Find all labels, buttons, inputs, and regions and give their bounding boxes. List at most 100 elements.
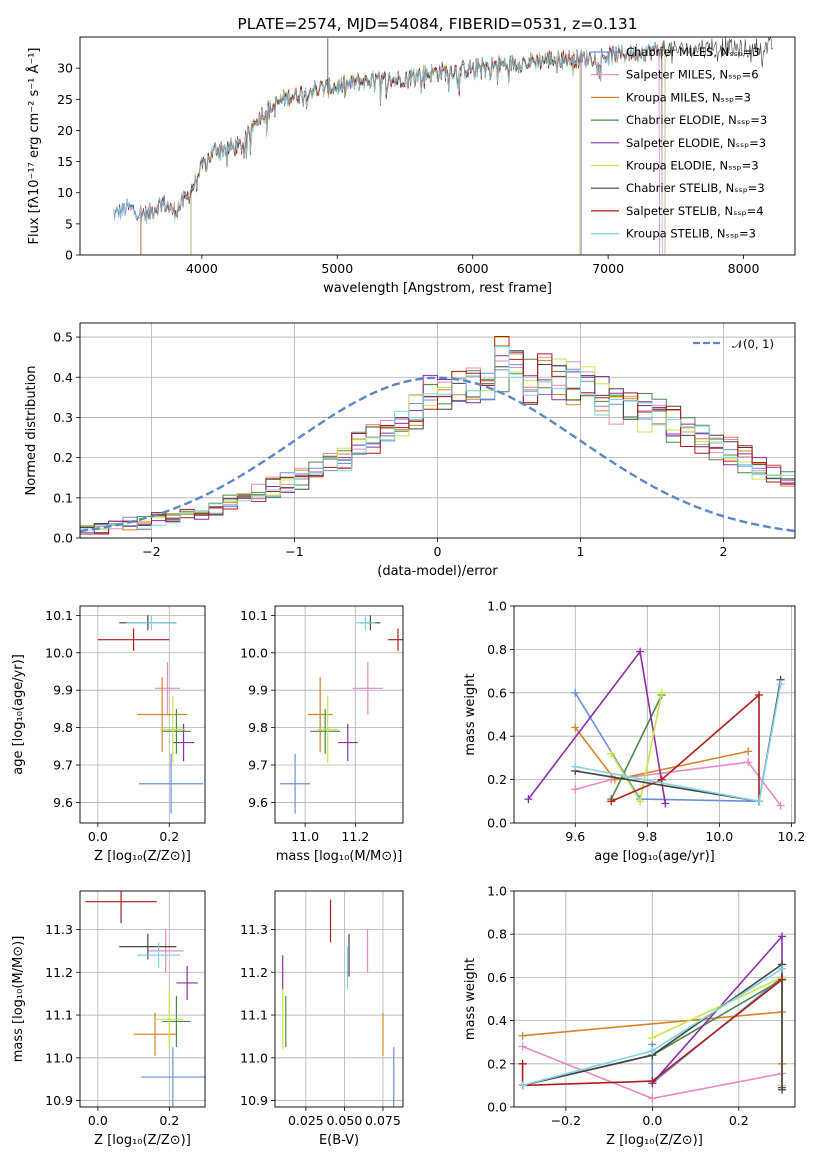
x-axis-label: E(B-V) <box>319 1133 359 1148</box>
y-tick-label: 0.4 <box>53 370 73 385</box>
y-tick-label: 10.9 <box>240 1093 268 1108</box>
weight-marker-chabrier_stelib <box>778 1085 787 1094</box>
normal-reference-curve <box>80 376 795 533</box>
weight-line-chabrier_stelib <box>575 679 782 803</box>
y-tick-label: 11.1 <box>45 1008 73 1023</box>
plot-area <box>85 891 205 1107</box>
x-tick-label: 0.2 <box>729 1113 749 1128</box>
weight-marker-chabrier_miles <box>571 688 580 697</box>
histogram-salpeter_miles <box>80 356 795 530</box>
y-tick-label: 15 <box>57 154 73 169</box>
y-tick-label: 10 <box>57 185 73 200</box>
axes-frame <box>79 36 796 256</box>
histogram-chabrier_stelib <box>80 350 795 528</box>
y-axis-label: Normed distribution <box>24 366 39 496</box>
y-tick-label: 0.1 <box>53 490 73 505</box>
y-tick-label: 9.7 <box>53 758 73 773</box>
weight-line-salpeter_miles <box>574 761 782 807</box>
histogram-salpeter_elodie <box>80 351 795 534</box>
weight-marker-kroupa_elodie <box>607 749 616 758</box>
y-tick-label: 0.4 <box>487 729 507 744</box>
x-tick-label: 0.0 <box>642 1113 662 1128</box>
x-tick-label: 8000 <box>728 261 760 276</box>
y-axis-label: Flux [fλ10⁻¹⁷ erg cm⁻² s⁻¹ Å⁻¹] <box>26 48 42 245</box>
y-tick-label: 9.9 <box>53 683 73 698</box>
legend-entry-7: Salpeter STELIB, Nₛₛₚ=4 <box>626 204 764 218</box>
weight-marker-salpeter_miles <box>518 1042 527 1051</box>
weight-marker-salpeter_stelib <box>778 975 787 984</box>
y-tick-label: 9.6 <box>53 795 73 810</box>
weight-marker-salpeter_miles <box>744 758 753 767</box>
weight-marker-salpeter_miles <box>776 801 785 810</box>
legend-entry-1: Salpeter MILES, Nₛₛₚ=6 <box>626 68 759 82</box>
axes-frame <box>274 890 404 1108</box>
y-tick-label: 0.5 <box>53 330 73 345</box>
axes-frame <box>79 322 796 539</box>
y-tick-label: 0.8 <box>487 642 507 657</box>
legend-entry-2: Kroupa MILES, Nₛₛₚ=3 <box>626 90 751 104</box>
plot-area <box>282 899 395 1107</box>
x-tick-label: 0.025 <box>288 1113 324 1128</box>
x-tick-label: 0.0 <box>88 1113 108 1128</box>
y-tick-label: 10.9 <box>45 1093 73 1108</box>
y-tick-label: 10.1 <box>45 608 73 623</box>
x-tick-label: 5000 <box>321 261 353 276</box>
weight-marker-kroupa_miles <box>744 747 753 756</box>
weight-marker-kroupa_elodie <box>648 1033 657 1042</box>
y-tick-label: 0.2 <box>487 772 507 787</box>
legend-entry-normal: 𝒩(0, 1) <box>732 337 774 351</box>
weight-marker-salpeter_stelib <box>518 1059 527 1068</box>
y-tick-label: 1.0 <box>487 884 507 899</box>
x-tick-label: 0.2 <box>159 829 179 844</box>
weight-marker-salpeter_stelib <box>648 1077 657 1086</box>
weight-marker-kroupa_stelib <box>778 964 787 973</box>
y-tick-label: 11.3 <box>45 922 73 937</box>
y-tick-label: 10.0 <box>240 645 268 660</box>
weight-marker-salpeter_miles <box>648 1094 657 1103</box>
y-tick-label: 0.2 <box>487 1056 507 1071</box>
weight-marker-kroupa_stelib <box>571 762 580 771</box>
y-tick-label: 9.6 <box>248 795 268 810</box>
x-tick-label: 9.6 <box>565 829 585 844</box>
spectrum-series-7 <box>140 44 663 255</box>
legend-entry-6: Chabrier STELIB, Nₛₛₚ=3 <box>626 181 765 195</box>
plot-area <box>524 647 785 810</box>
weight-marker-salpeter_miles <box>571 785 580 794</box>
x-tick-label: 11.2 <box>341 829 369 844</box>
legend-entry-3: Chabrier ELODIE, Nₛₛₚ=3 <box>626 113 767 127</box>
x-tick-label: 10.0 <box>705 829 733 844</box>
x-tick-label: 2 <box>720 544 728 559</box>
y-axis-label: mass [log₁₀(M/M⊙)] <box>11 936 26 1063</box>
y-tick-label: 11.2 <box>240 965 268 980</box>
y-tick-label: 0.3 <box>53 410 73 425</box>
weight-marker-salpeter_elodie <box>524 795 533 804</box>
weight-marker-kroupa_elodie <box>636 797 645 806</box>
y-tick-label: 11.1 <box>240 1008 268 1023</box>
chart-weight_vs_age: 9.6 9.8 10.0 10.2 0.0 0.2 0.4 0.6 0.8 1.0 age [log… <box>463 599 805 865</box>
x-tick-label: 9.8 <box>637 829 657 844</box>
y-tick-label: 5 <box>65 216 73 231</box>
y-tick-label: 10.1 <box>240 608 268 623</box>
spectrum-series-8 <box>113 41 663 255</box>
y-tick-label: 10.0 <box>45 645 73 660</box>
x-axis-label: Z [log₁₀(Z/Z⊙)] <box>606 1133 703 1148</box>
axes-frame <box>513 605 796 824</box>
y-axis-label: age [log₁₀(age/yr)] <box>11 654 26 775</box>
x-tick-label: 11.0 <box>291 829 319 844</box>
chart-mass_vs_Z: 0.0 0.2 10.9 11.0 11.1 11.2 11.3 Z [log₁₀(Z/Z⊙)… <box>11 890 206 1148</box>
x-tick-label: 0.0 <box>88 829 108 844</box>
weight-marker-salpeter_stelib <box>607 797 616 806</box>
legend-entry-4: Salpeter ELODIE, Nₛₛₚ=3 <box>626 136 766 150</box>
x-axis-label: age [log₁₀(age/yr)] <box>594 849 715 864</box>
x-axis-label: (data-model)/error <box>377 564 498 579</box>
y-tick-label: 1.0 <box>487 599 507 614</box>
y-tick-label: 0.0 <box>487 816 507 831</box>
weight-line-chabrier_miles <box>574 692 760 803</box>
x-axis-label: wavelength [Angstrom, rest frame] <box>323 281 552 296</box>
chart-mass_vs_ebv: 0.025 0.050 0.075 10.9 11.0 11.1 11.2 11.3 E(B-V… <box>240 890 404 1148</box>
chart-spectrum: 4000 5000 6000 7000 8000 0 5 10 15 20 25 30 waveleng… <box>26 15 796 296</box>
weight-line-salpeter_stelib <box>521 978 783 1087</box>
y-tick-label: 0.6 <box>487 970 507 985</box>
x-axis-label: mass [log₁₀(M/M⊙)] <box>276 849 403 864</box>
y-tick-label: 0.8 <box>487 927 507 942</box>
